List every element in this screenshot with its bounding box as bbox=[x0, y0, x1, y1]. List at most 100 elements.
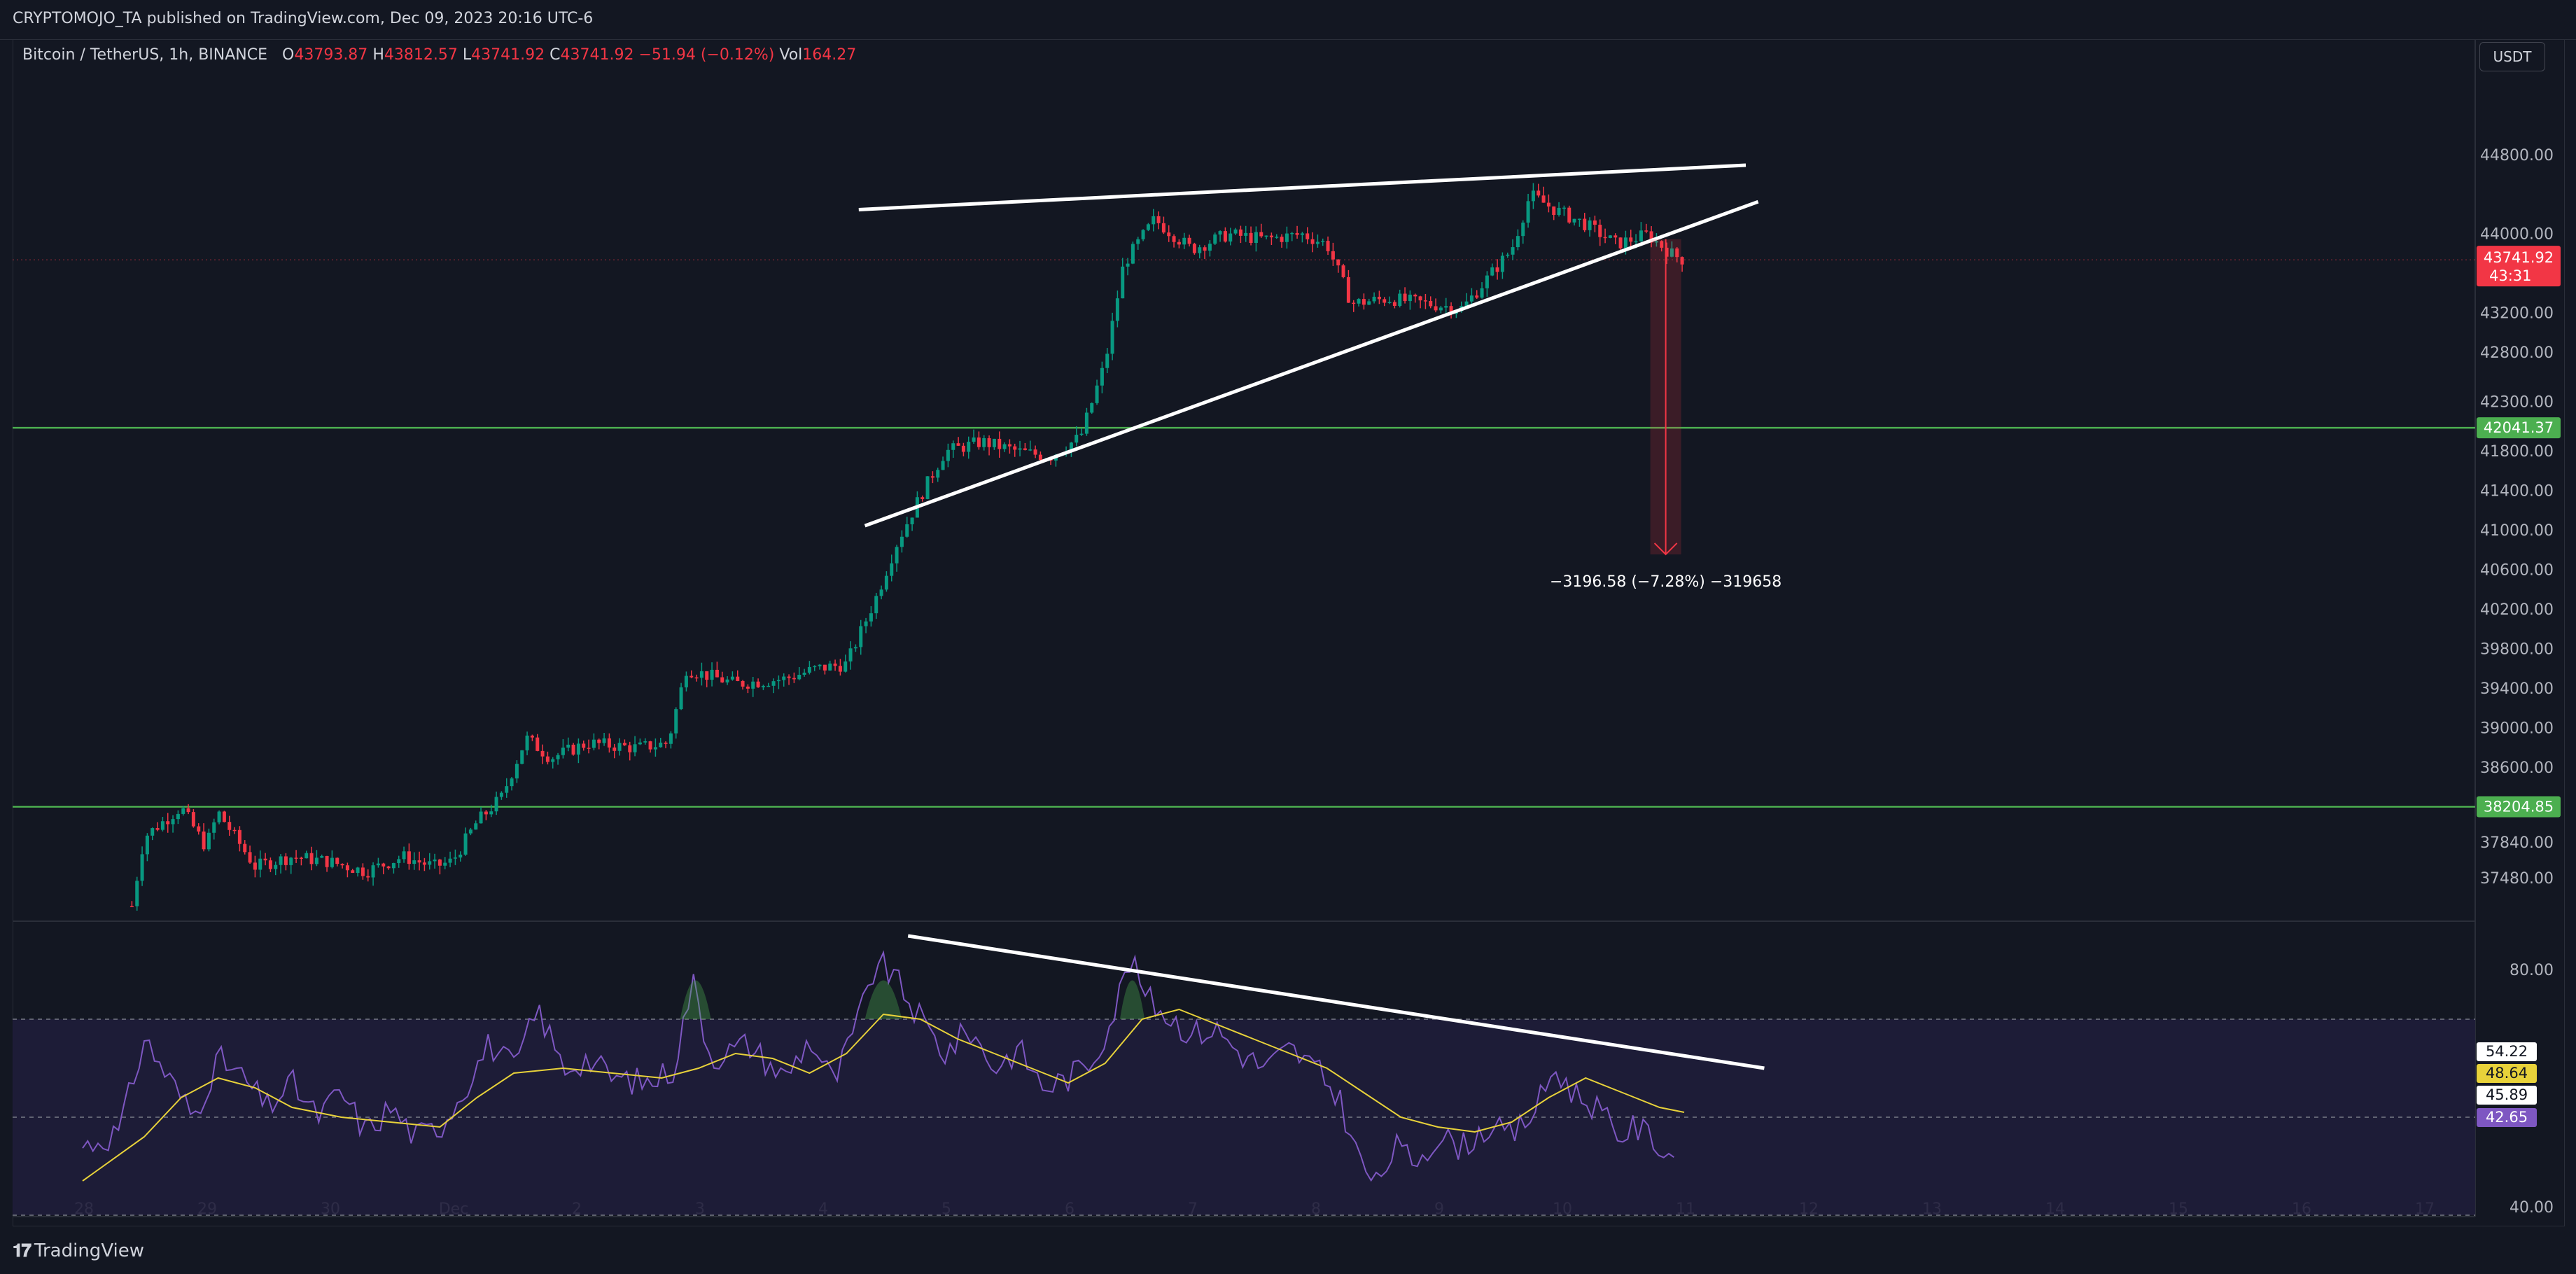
candle-body bbox=[1018, 448, 1022, 450]
candle-body bbox=[1013, 446, 1017, 450]
candle-body bbox=[997, 438, 1002, 449]
candle-body bbox=[848, 648, 853, 662]
candle-body bbox=[956, 443, 960, 446]
candle-body bbox=[807, 666, 811, 673]
candle-body bbox=[710, 669, 714, 680]
candle-body bbox=[453, 857, 457, 859]
candle-body bbox=[869, 613, 873, 622]
candle-body bbox=[1567, 207, 1572, 223]
candle-body bbox=[776, 680, 780, 682]
candle-body bbox=[838, 666, 842, 672]
candle-body bbox=[668, 733, 673, 744]
candle-body bbox=[428, 861, 432, 865]
candle-body bbox=[499, 792, 503, 797]
symbol-legend: Bitcoin / TetherUS, 1h, BINANCE O43793.8… bbox=[22, 46, 856, 64]
candle-body bbox=[1172, 236, 1176, 242]
candle-body bbox=[1408, 294, 1412, 302]
candle-body bbox=[202, 831, 206, 850]
candle-body bbox=[1002, 444, 1007, 449]
candle-body bbox=[576, 743, 580, 755]
candle-body bbox=[1331, 251, 1335, 260]
candle-body bbox=[1121, 266, 1125, 299]
candle-body bbox=[514, 764, 519, 779]
candle-body bbox=[1546, 202, 1550, 206]
low-value: 43741.92 bbox=[471, 46, 545, 64]
currency-button[interactable]: USDT bbox=[2479, 42, 2545, 71]
tradingview-logo[interactable]: 𝟏𝟕 TradingView bbox=[13, 1240, 144, 1262]
price-tick-label: 39000.00 bbox=[2480, 720, 2554, 737]
volume-label: Vol bbox=[779, 46, 803, 64]
candle-body bbox=[325, 855, 329, 867]
candle-body bbox=[1341, 265, 1345, 277]
candle-body bbox=[351, 870, 355, 874]
candle-body bbox=[1413, 294, 1418, 297]
candle-body bbox=[972, 437, 976, 442]
candle-body bbox=[1485, 275, 1489, 288]
candle-body bbox=[715, 669, 719, 678]
candle-body bbox=[1480, 288, 1484, 298]
candle-body bbox=[833, 663, 837, 666]
candle-body bbox=[1074, 435, 1079, 443]
candle-body bbox=[243, 844, 247, 853]
candle-body bbox=[864, 621, 868, 626]
candle-body bbox=[1387, 302, 1392, 303]
candle-body bbox=[1007, 444, 1011, 447]
candle-body bbox=[746, 686, 750, 689]
price-tick-label: 38600.00 bbox=[2480, 760, 2554, 777]
candle-body bbox=[736, 676, 740, 681]
candle-body bbox=[705, 671, 709, 680]
candle-body bbox=[976, 437, 981, 447]
candle-body bbox=[1639, 230, 1643, 241]
candle-body bbox=[884, 575, 888, 590]
candle-body bbox=[510, 778, 514, 787]
low-label: L bbox=[462, 46, 472, 64]
candle-body bbox=[818, 664, 822, 666]
candle-body bbox=[895, 547, 899, 564]
candle-body bbox=[792, 678, 796, 680]
candle-body bbox=[484, 811, 488, 815]
candle-body bbox=[386, 866, 391, 869]
candle-body bbox=[1280, 237, 1284, 242]
candle-body bbox=[1079, 433, 1084, 435]
candle-body bbox=[761, 685, 765, 687]
candle-body bbox=[360, 867, 365, 876]
candle-body bbox=[237, 830, 241, 844]
candle-body bbox=[571, 744, 575, 755]
rsi-tick-label: 80.00 bbox=[2510, 962, 2554, 979]
symbol-name[interactable]: Bitcoin / TetherUS, 1h, BINANCE bbox=[22, 46, 268, 64]
trendline bbox=[864, 200, 1759, 528]
candle-body bbox=[340, 864, 344, 866]
candle-body bbox=[690, 676, 694, 678]
rsi-value-badge bbox=[2477, 1108, 2537, 1127]
price-tick-label: 37480.00 bbox=[2480, 870, 2554, 888]
level-price-label: 38204.85 bbox=[2484, 799, 2554, 816]
candle-body bbox=[1090, 402, 1094, 413]
level-price-badge bbox=[2477, 796, 2561, 818]
candle-body bbox=[1233, 229, 1238, 234]
candle-body bbox=[299, 858, 303, 859]
candle-body bbox=[479, 811, 483, 824]
candle-body bbox=[1438, 307, 1443, 311]
candle-body bbox=[930, 476, 934, 478]
close-label: C bbox=[550, 46, 561, 64]
candle-body bbox=[525, 735, 529, 750]
candle-body bbox=[1249, 232, 1253, 243]
rsi-value-label: 54.22 bbox=[2486, 1043, 2528, 1060]
candle-body bbox=[844, 661, 848, 672]
candle-body bbox=[1033, 449, 1037, 455]
candle-body bbox=[1300, 233, 1304, 235]
candle-body bbox=[551, 759, 555, 762]
candle-body bbox=[1315, 241, 1320, 244]
candle-body bbox=[376, 863, 380, 866]
candle-body bbox=[1069, 442, 1073, 452]
candle-body bbox=[951, 443, 955, 450]
candle-body bbox=[289, 858, 293, 865]
candle-body bbox=[587, 748, 591, 749]
candle-body bbox=[171, 819, 175, 825]
candle-body bbox=[694, 677, 699, 679]
candle-body bbox=[1614, 235, 1618, 238]
candle-body bbox=[263, 858, 267, 861]
candle-body bbox=[1023, 448, 1027, 450]
candle-body bbox=[1367, 301, 1371, 305]
